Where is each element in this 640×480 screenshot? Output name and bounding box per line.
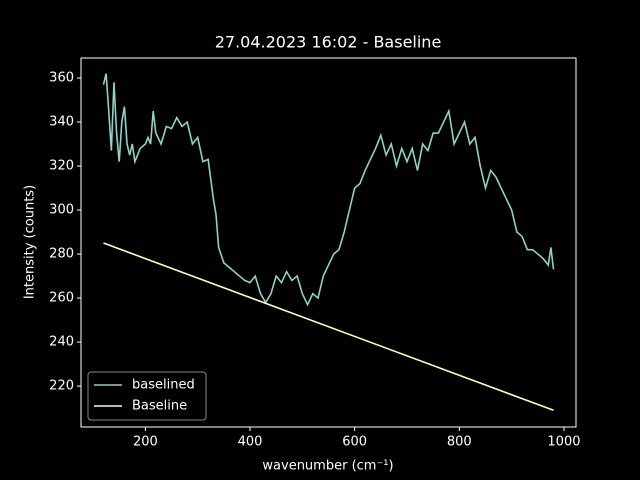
y-tick-label: 320 xyxy=(49,159,74,174)
legend-label: Baseline xyxy=(132,399,187,414)
y-axis-label: Intensity (counts) xyxy=(23,185,38,299)
x-tick-label: 1000 xyxy=(547,435,580,450)
x-tick-label: 200 xyxy=(133,435,158,450)
line xyxy=(102,73,555,307)
legend-label: baselined xyxy=(132,378,195,393)
x-tick-label: 400 xyxy=(238,435,263,450)
legend-box xyxy=(87,371,207,421)
chart-title: 27.04.2023 16:02 - Baseline xyxy=(215,33,442,52)
x-tick-label: 800 xyxy=(447,435,472,450)
y-tick-label: 280 xyxy=(49,247,74,262)
y-tick-label: 360 xyxy=(49,71,74,86)
y-tick-label: 300 xyxy=(49,203,74,218)
line xyxy=(103,242,554,412)
y-tick-label: 260 xyxy=(49,291,74,306)
x-tick-label: 600 xyxy=(342,435,367,450)
x-axis-label: wavenumber (cm⁻¹) xyxy=(262,459,393,474)
y-tick-label: 240 xyxy=(49,335,74,350)
y-tick-label: 340 xyxy=(49,115,74,130)
plot-frame xyxy=(80,57,577,428)
y-tick-label: 220 xyxy=(49,379,74,394)
